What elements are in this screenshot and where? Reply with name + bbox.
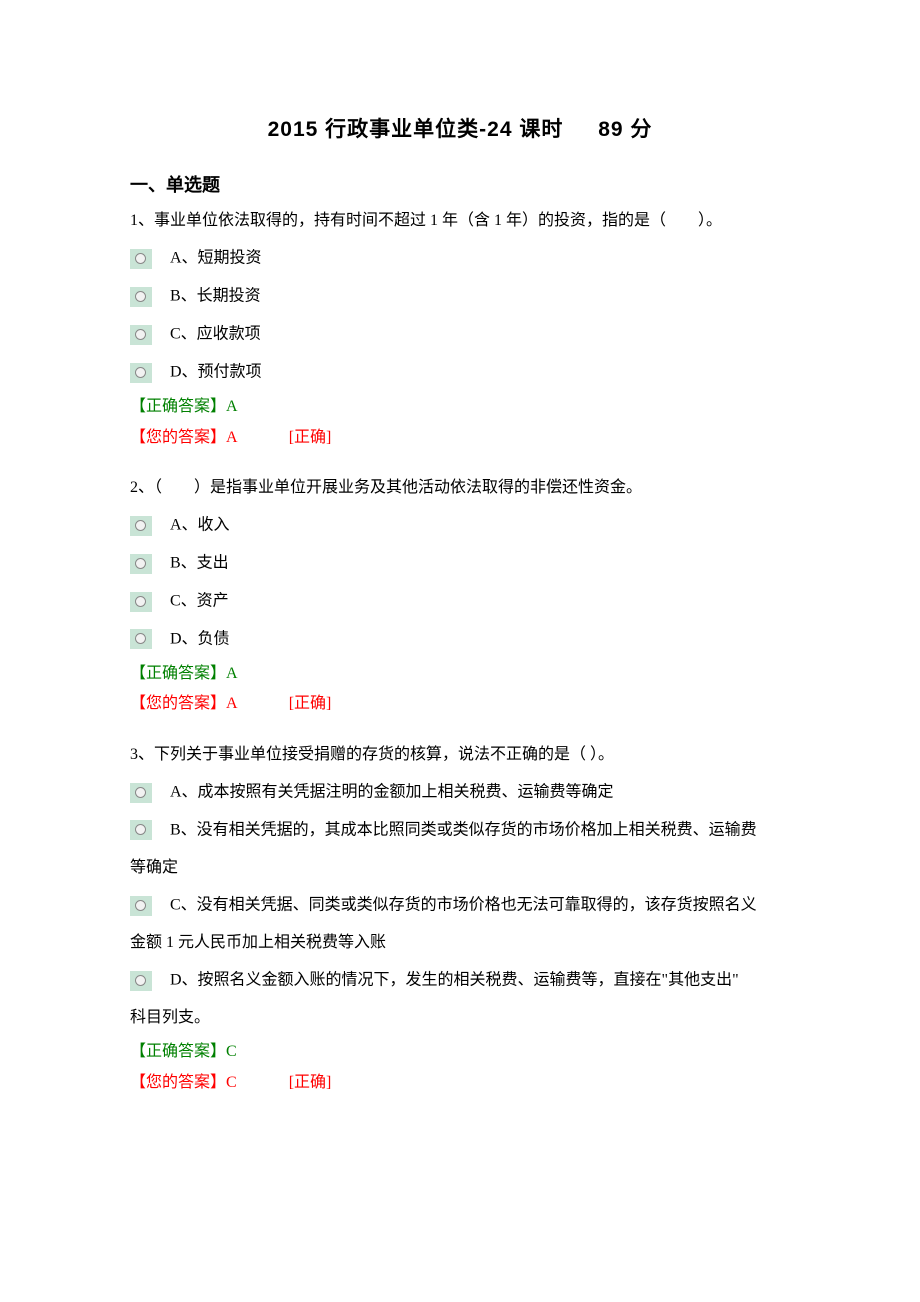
your-answer-prefix: 【您的答案】: [130, 429, 226, 446]
option-row: D、负债: [130, 621, 790, 657]
option-label: C、资产: [170, 593, 229, 610]
your-answer-value: A: [226, 695, 237, 712]
your-answer-value: A: [226, 429, 237, 446]
question-block: 3、下列关于事业单位接受捐赠的存货的核算，说法不正确的是（ ）。 A、成本按照有…: [130, 740, 790, 1098]
radio-icon[interactable]: [130, 363, 152, 383]
answer-status: [正确]: [289, 1074, 332, 1091]
option-row: C、资产: [130, 583, 790, 619]
correct-answer-value: C: [226, 1043, 237, 1060]
option-label: B、长期投资: [170, 288, 261, 305]
option-label: C、应收款项: [170, 326, 261, 343]
correct-answer-line: 【正确答案】C: [130, 1037, 790, 1067]
option-label: D、按照名义金额入账的情况下，发生的相关税费、运输费等，直接在"其他支出": [170, 972, 739, 989]
correct-answer-line: 【正确答案】A: [130, 659, 790, 689]
correct-answer-prefix: 【正确答案】: [130, 665, 226, 682]
option-row: C、没有相关凭据、同类或类似存货的市场价格也无法可靠取得的，该存货按照名义: [130, 887, 790, 923]
page-title: 2015 行政事业单位类-24 课时 89 分: [130, 110, 790, 150]
option-label: B、支出: [170, 555, 229, 572]
correct-answer-value: A: [226, 665, 238, 682]
option-row: A、成本按照有关凭据注明的金额加上相关税费、运输费等确定: [130, 774, 790, 810]
question-block: 2、（ ）是指事业单位开展业务及其他活动依法取得的非偿还性资金。 A、收入 B、…: [130, 473, 790, 720]
option-continuation: 科目列支。: [130, 1000, 790, 1035]
question-text: 1、事业单位依法取得的，持有时间不超过 1 年（含 1 年）的投资，指的是（ ）…: [130, 206, 790, 236]
radio-icon[interactable]: [130, 554, 152, 574]
radio-icon[interactable]: [130, 287, 152, 307]
option-row: B、支出: [130, 545, 790, 581]
your-answer-line: 【您的答案】C [正确]: [130, 1068, 790, 1098]
title-main: 2015 行政事业单位类-24 课时: [268, 118, 564, 141]
option-row: B、没有相关凭据的，其成本比照同类或类似存货的市场价格加上相关税费、运输费: [130, 812, 790, 848]
question-body: 事业单位依法取得的，持有时间不超过 1 年（含 1 年）的投资，指的是（ ）。: [154, 212, 722, 229]
correct-answer-prefix: 【正确答案】: [130, 398, 226, 415]
correct-answer-prefix: 【正确答案】: [130, 1043, 226, 1060]
your-answer-value: C: [226, 1074, 237, 1091]
radio-icon[interactable]: [130, 783, 152, 803]
question-number: 1、: [130, 212, 154, 229]
option-label: D、负债: [170, 631, 230, 648]
radio-icon[interactable]: [130, 629, 152, 649]
option-continuation: 金额 1 元人民币加上相关税费等入账: [130, 925, 790, 960]
correct-answer-line: 【正确答案】A: [130, 392, 790, 422]
correct-answer-value: A: [226, 398, 238, 415]
option-row: D、预付款项: [130, 354, 790, 390]
radio-icon[interactable]: [130, 592, 152, 612]
question-block: 1、事业单位依法取得的，持有时间不超过 1 年（含 1 年）的投资，指的是（ ）…: [130, 206, 790, 453]
your-answer-prefix: 【您的答案】: [130, 1074, 226, 1091]
section-heading: 一、单选题: [130, 168, 790, 202]
question-number: 2、: [130, 479, 154, 496]
question-body: 下列关于事业单位接受捐赠的存货的核算，说法不正确的是（ ）。: [154, 746, 614, 763]
option-row: D、按照名义金额入账的情况下，发生的相关税费、运输费等，直接在"其他支出": [130, 962, 790, 998]
option-label: B、没有相关凭据的，其成本比照同类或类似存货的市场价格加上相关税费、运输费: [170, 822, 757, 839]
radio-icon[interactable]: [130, 249, 152, 269]
option-row: A、收入: [130, 507, 790, 543]
option-label: A、成本按照有关凭据注明的金额加上相关税费、运输费等确定: [170, 784, 614, 801]
option-label: C、没有相关凭据、同类或类似存货的市场价格也无法可靠取得的，该存货按照名义: [170, 897, 757, 914]
radio-icon[interactable]: [130, 516, 152, 536]
option-label: A、短期投资: [170, 250, 262, 267]
radio-icon[interactable]: [130, 820, 152, 840]
option-label: D、预付款项: [170, 364, 262, 381]
your-answer-line: 【您的答案】A [正确]: [130, 423, 790, 453]
your-answer-prefix: 【您的答案】: [130, 695, 226, 712]
question-text: 3、下列关于事业单位接受捐赠的存货的核算，说法不正确的是（ ）。: [130, 740, 790, 770]
your-answer-line: 【您的答案】A [正确]: [130, 689, 790, 719]
option-row: C、应收款项: [130, 316, 790, 352]
option-row: A、短期投资: [130, 240, 790, 276]
radio-icon[interactable]: [130, 971, 152, 991]
radio-icon[interactable]: [130, 896, 152, 916]
option-row: B、长期投资: [130, 278, 790, 314]
option-continuation: 等确定: [130, 850, 790, 885]
option-label: A、收入: [170, 517, 230, 534]
answer-status: [正确]: [289, 695, 332, 712]
question-number: 3、: [130, 746, 154, 763]
question-body: （ ）是指事业单位开展业务及其他活动依法取得的非偿还性资金。: [154, 479, 642, 496]
title-points: 89 分: [598, 118, 652, 141]
radio-icon[interactable]: [130, 325, 152, 345]
question-text: 2、（ ）是指事业单位开展业务及其他活动依法取得的非偿还性资金。: [130, 473, 790, 503]
page: 2015 行政事业单位类-24 课时 89 分 一、单选题 1、事业单位依法取得…: [0, 0, 920, 1302]
answer-status: [正确]: [289, 429, 332, 446]
